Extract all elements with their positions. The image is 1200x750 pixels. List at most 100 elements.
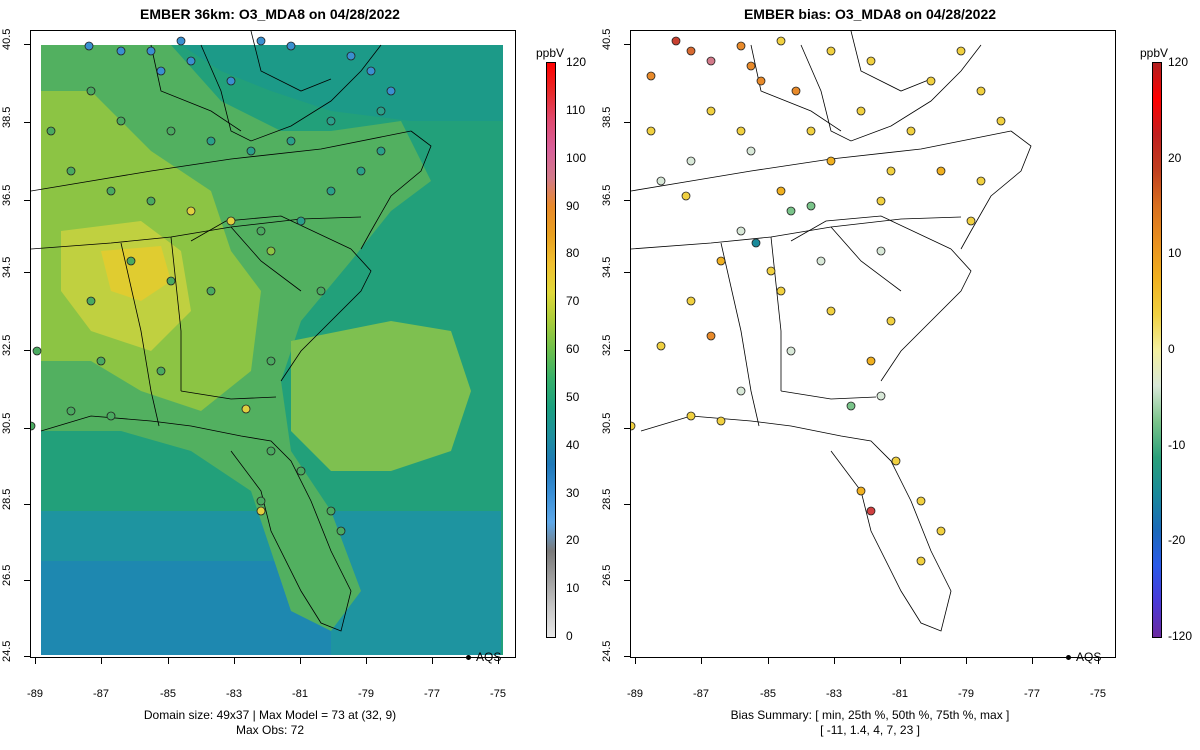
y-tick-label: 26.5 [1, 564, 13, 586]
model-footer-line2: Max Obs: 72 [235, 723, 305, 737]
bias-map [630, 30, 1116, 658]
y-tick-label: 40.5 [1, 28, 13, 50]
y-tick-mark [624, 504, 630, 505]
colorbar-tick-label: -20 [1168, 533, 1186, 548]
aqs-marker-icon [466, 655, 471, 661]
model-colorbar [546, 62, 556, 638]
y-tick-mark [624, 428, 630, 429]
y-tick-mark [624, 272, 630, 273]
y-tick-mark [24, 122, 30, 123]
x-tick-mark [1098, 658, 1099, 664]
y-tick-label: 26.5 [601, 564, 613, 586]
colorbar-tick-label: -120 [1168, 629, 1193, 643]
y-tick-label: 32.5 [601, 334, 613, 356]
x-tick-mark [366, 658, 367, 664]
y-tick-mark [624, 200, 630, 201]
y-tick-label: 36.5 [601, 184, 613, 206]
y-tick-label: 28.5 [601, 488, 613, 510]
y-tick-mark [24, 200, 30, 201]
x-tick-label: -81 [292, 688, 308, 700]
y-tick-mark [24, 44, 30, 45]
x-tick-mark [234, 658, 235, 664]
y-tick-mark [624, 580, 630, 581]
x-tick-label: -75 [1090, 688, 1106, 700]
x-tick-mark [35, 658, 36, 664]
colorbar-tick-label: 30 [566, 485, 580, 500]
x-tick-label: -87 [93, 688, 109, 700]
y-tick-mark [24, 580, 30, 581]
x-tick-label: -89 [27, 688, 43, 700]
model-obs-points [31, 36, 396, 536]
x-tick-mark [834, 658, 835, 664]
model-grid-plume [291, 321, 471, 471]
colorbar-tick-label: 0 [1168, 342, 1175, 356]
y-tick-mark [624, 656, 630, 657]
bias-legend-aqs: AQS [1066, 650, 1101, 664]
colorbar-tick-label: 90 [566, 198, 580, 213]
x-tick-label: -85 [760, 688, 776, 700]
x-tick-mark [300, 658, 301, 664]
x-tick-label: -81 [892, 688, 908, 700]
x-tick-label: -89 [627, 688, 643, 700]
colorbar-tick-label: 40 [566, 437, 580, 452]
x-tick-mark [498, 658, 499, 664]
x-tick-label: -79 [358, 688, 374, 700]
y-tick-label: 30.5 [1, 412, 13, 434]
x-tick-mark [1032, 658, 1033, 664]
y-tick-label: 24.5 [601, 640, 613, 662]
colorbar-tick-label: 120 [566, 55, 587, 69]
x-tick-mark [768, 658, 769, 664]
y-tick-label: 34.5 [1, 256, 13, 278]
bias-footer-line1: Bias Summary: [ min, 25th %, 50th %, 75t… [730, 708, 1010, 722]
colorbar-tick-label: 100 [566, 150, 587, 165]
y-tick-label: 24.5 [1, 640, 13, 662]
x-tick-label: -87 [693, 688, 709, 700]
y-tick-mark [624, 350, 630, 351]
x-tick-label: -77 [424, 688, 440, 700]
y-tick-mark [24, 428, 30, 429]
y-tick-mark [24, 656, 30, 657]
y-tick-mark [624, 122, 630, 123]
y-tick-mark [624, 44, 630, 45]
model-grid-peak [101, 246, 171, 301]
x-tick-mark [701, 658, 702, 664]
model-grid-north [181, 45, 503, 121]
y-tick-label: 28.5 [1, 488, 13, 510]
bias-obs-points [631, 36, 1006, 566]
colorbar-tick-label: -10 [1168, 437, 1186, 452]
colorbar-tick-label: 110 [566, 102, 586, 117]
colorbar-tick-label: 80 [566, 246, 580, 261]
y-tick-mark [24, 272, 30, 273]
bias-panel: EMBER bias: O3_MDA8 on 04/28/2022 [600, 0, 1200, 750]
x-tick-label: -75 [490, 688, 506, 700]
model-grid-southwest [41, 561, 331, 655]
model-map-svg [31, 31, 503, 655]
colorbar-tick-label: 60 [566, 342, 580, 356]
y-tick-label: 34.5 [601, 256, 613, 278]
colorbar-tick-label: 20 [1168, 150, 1182, 165]
bias-colorbar-unit: ppbV [1140, 46, 1169, 60]
y-tick-label: 38.5 [601, 106, 613, 128]
bias-map-svg [631, 31, 1032, 632]
bias-panel-title: EMBER bias: O3_MDA8 on 04/28/2022 [743, 6, 997, 22]
aqs-label: AQS [1076, 650, 1102, 664]
model-panel: EMBER 36km: O3_MDA8 on 04/28/2022 [1, 6, 587, 737]
model-footer-line1: Domain size: 49x37 | Max Model = 73 at (… [143, 708, 397, 722]
y-tick-label: 40.5 [601, 28, 613, 50]
x-tick-mark [168, 658, 169, 664]
aqs-marker-icon [1066, 655, 1071, 661]
bias-footer-line2: [ -11, 1.4, 4, 7, 23 ] [820, 723, 920, 737]
colorbar-tick-label: 50 [566, 389, 580, 404]
x-tick-mark [101, 658, 102, 664]
bias-boundaries [631, 31, 1032, 632]
model-boundaries [31, 31, 432, 632]
colorbar-tick-label: 10 [1168, 246, 1182, 261]
x-tick-mark [966, 658, 967, 664]
model-map [30, 30, 516, 658]
bias-colorbar [1152, 62, 1162, 638]
colorbar-tick-label: 70 [566, 294, 580, 309]
y-tick-label: 30.5 [601, 412, 613, 434]
x-tick-label: -77 [1024, 688, 1040, 700]
y-tick-label: 38.5 [1, 106, 13, 128]
y-tick-label: 36.5 [1, 184, 13, 206]
